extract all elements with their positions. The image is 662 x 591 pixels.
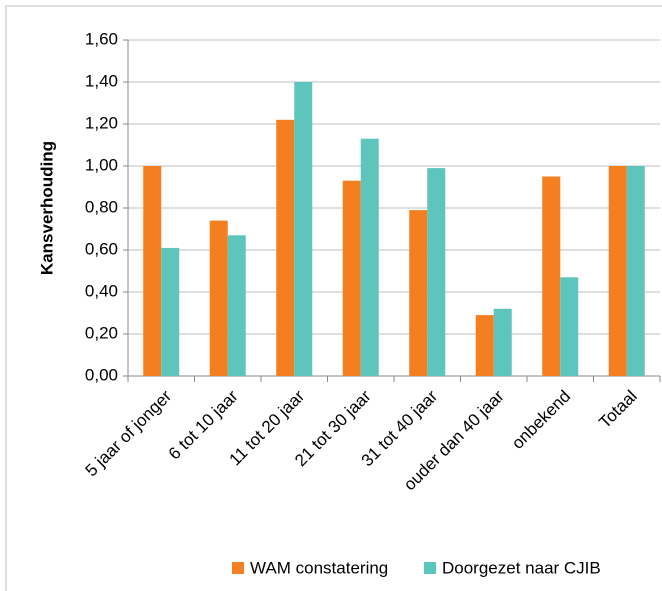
bar xyxy=(493,308,512,376)
x-tick-label: 5 jaar of jonger xyxy=(82,386,176,480)
legend-label: WAM constatering xyxy=(250,558,388,577)
bar xyxy=(475,315,494,376)
y-tick-label: 1,40 xyxy=(85,71,118,90)
bar xyxy=(276,119,295,377)
bar xyxy=(161,247,180,376)
bar xyxy=(626,166,645,376)
y-tick-label: 1,20 xyxy=(85,113,118,132)
bar xyxy=(342,180,361,376)
bar xyxy=(360,138,379,376)
y-axis-title: Kansverhouding xyxy=(37,141,56,275)
bar xyxy=(294,82,313,376)
chart-frame xyxy=(5,5,662,591)
bar xyxy=(427,168,446,376)
y-tick-label: 0,80 xyxy=(85,197,118,216)
bar xyxy=(560,277,579,376)
y-tick-label: 1,00 xyxy=(85,155,118,174)
bar xyxy=(409,210,428,376)
y-tick-label: 0,60 xyxy=(85,239,118,258)
y-tick-label: 0,40 xyxy=(85,281,118,300)
y-tick-label: 0,00 xyxy=(85,365,118,384)
x-tick-label: Totaal xyxy=(595,387,641,433)
y-tick-label: 1,60 xyxy=(85,29,118,48)
legend-label: Doorgezet naar CJIB xyxy=(442,558,601,577)
legend-swatch xyxy=(424,562,436,574)
bar xyxy=(542,176,561,376)
legend-swatch xyxy=(232,562,244,574)
bar xyxy=(209,220,228,376)
bar xyxy=(143,166,162,376)
x-tick-label: onbekend xyxy=(508,387,574,453)
y-tick-label: 0,20 xyxy=(85,323,118,342)
bar xyxy=(608,166,627,376)
bar xyxy=(227,235,246,376)
